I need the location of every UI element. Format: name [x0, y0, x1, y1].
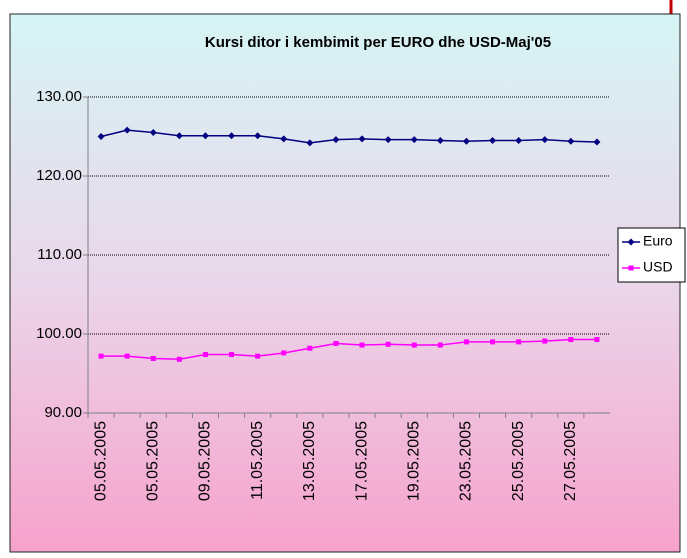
- chart-title: Kursi ditor i kembimit per EURO dhe USD-…: [205, 34, 551, 51]
- x-tick-label: 11.05.2005: [249, 421, 266, 500]
- legend: [617, 227, 686, 283]
- legend-marker: [628, 265, 634, 271]
- marker: [97, 133, 105, 140]
- x-tick-label: 13.05.2005: [301, 421, 318, 501]
- marker: [462, 137, 470, 145]
- marker: [593, 138, 601, 146]
- marker: [515, 136, 523, 144]
- marker: [516, 339, 522, 345]
- marker: [123, 126, 131, 134]
- marker: [385, 341, 391, 347]
- marker: [568, 337, 574, 343]
- y-tick-label: 120.00: [36, 167, 82, 184]
- marker: [202, 352, 208, 358]
- marker: [307, 345, 313, 351]
- marker: [176, 356, 182, 362]
- x-tick-label: 17.05.2005: [353, 421, 370, 501]
- series-line: [101, 338, 597, 361]
- x-tick-label: 27.05.2005: [562, 421, 579, 501]
- marker: [332, 136, 340, 144]
- legend-label: USD: [643, 259, 673, 275]
- marker: [124, 353, 130, 359]
- x-tick-label: 05.05.2005: [92, 421, 109, 501]
- marker: [281, 350, 287, 356]
- marker: [567, 137, 575, 145]
- marker: [201, 132, 209, 140]
- marker: [541, 136, 549, 144]
- marker: [306, 139, 314, 147]
- marker: [411, 342, 417, 348]
- legend-label: Euro: [643, 233, 673, 249]
- legend-marker: [627, 238, 635, 246]
- marker: [280, 135, 288, 143]
- marker: [410, 136, 418, 144]
- y-tick-label: 90.00: [44, 404, 82, 421]
- x-tick-label: 19.05.2005: [405, 421, 422, 501]
- marker: [228, 132, 236, 140]
- marker: [149, 129, 157, 137]
- x-tick-label: 09.05.2005: [197, 421, 214, 501]
- marker: [150, 355, 156, 361]
- y-tick-label: 130.00: [36, 88, 82, 105]
- y-tick-label: 100.00: [36, 325, 82, 342]
- chart-area: [9, 13, 681, 553]
- x-tick-label: 05.05.2005: [144, 421, 161, 501]
- marker: [437, 342, 443, 348]
- marker: [229, 352, 235, 358]
- marker: [594, 337, 600, 343]
- x-tick-label: 23.05.2005: [458, 421, 475, 501]
- x-tick-label: 25.05.2005: [510, 421, 527, 501]
- marker: [436, 136, 444, 144]
- marker: [384, 136, 392, 144]
- marker: [358, 135, 366, 143]
- marker: [333, 340, 339, 346]
- series-line: [100, 129, 597, 144]
- marker: [489, 136, 497, 144]
- marker: [254, 132, 262, 140]
- marker: [542, 338, 548, 344]
- marker: [359, 342, 365, 348]
- marker: [490, 339, 496, 345]
- marker: [463, 339, 469, 345]
- marker: [255, 353, 261, 359]
- y-tick-label: 110.00: [37, 246, 82, 263]
- marker: [98, 353, 104, 359]
- marker: [175, 132, 183, 140]
